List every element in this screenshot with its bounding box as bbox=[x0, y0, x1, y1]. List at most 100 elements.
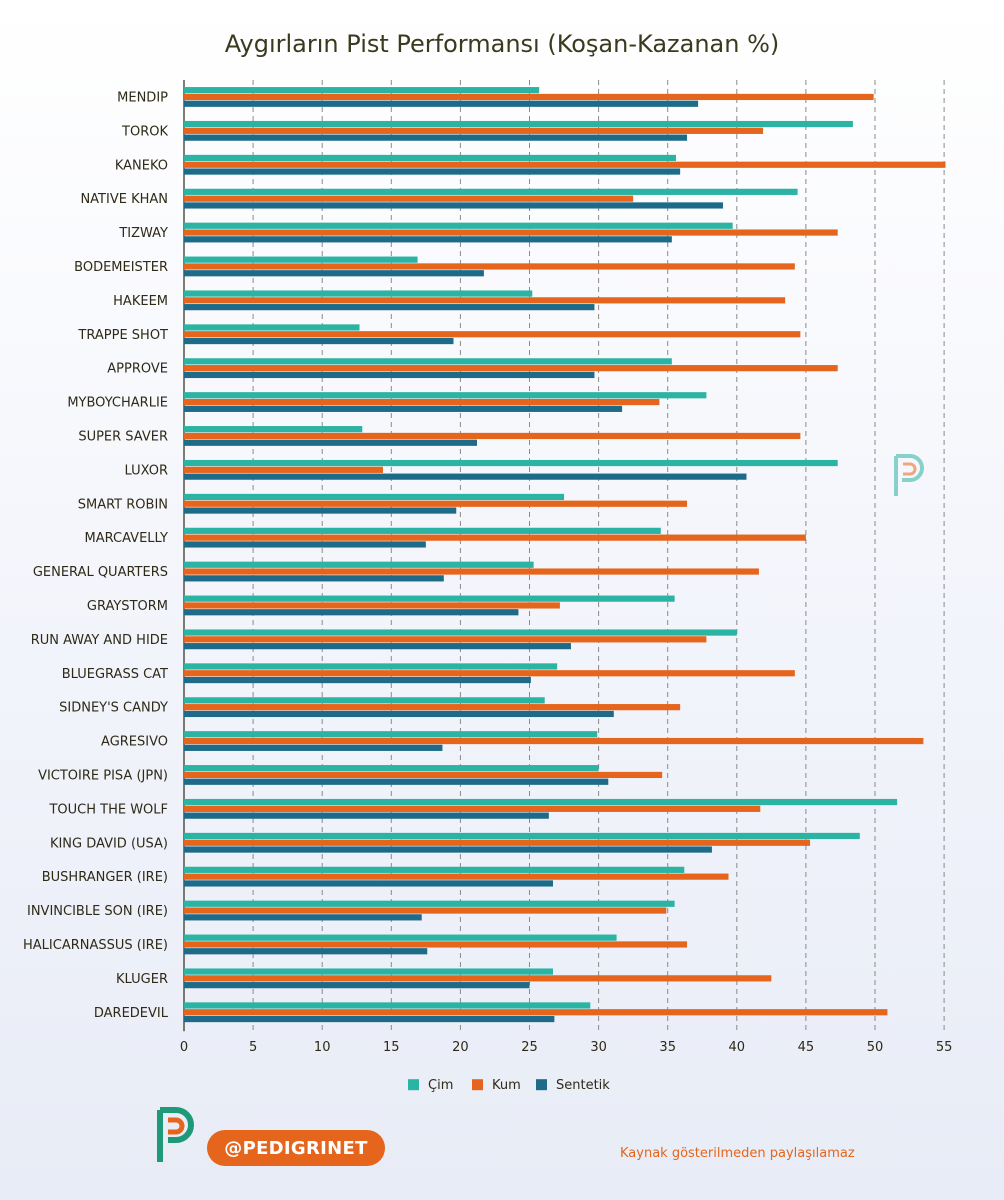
category-label: HALICARNASSUS (IRE) bbox=[23, 938, 168, 953]
bar-sentetik bbox=[184, 609, 519, 616]
pedigrinet-logo-icon bbox=[157, 1107, 194, 1162]
legend-swatch bbox=[408, 1079, 419, 1091]
category-label: MARCAVELLY bbox=[85, 531, 168, 546]
category-label: SMART ROBIN bbox=[78, 497, 168, 512]
category-label: NATIVE KHAN bbox=[80, 192, 168, 207]
bar-çim bbox=[184, 629, 737, 636]
bar-kum bbox=[184, 636, 707, 643]
bar-çim bbox=[184, 798, 898, 806]
bar-sentetik bbox=[184, 337, 454, 345]
x-tick-label: 25 bbox=[521, 1040, 538, 1055]
category-label: VICTOIRE PISA (JPN) bbox=[38, 768, 168, 783]
bar-kum bbox=[184, 873, 729, 880]
bar-çim bbox=[184, 426, 363, 433]
bar-kum bbox=[184, 1009, 888, 1016]
bar-kum bbox=[184, 975, 772, 982]
category-label: MYBOYCHARLIE bbox=[67, 396, 168, 411]
category-label: HAKEEM bbox=[113, 294, 168, 309]
bar-sentetik bbox=[184, 541, 426, 548]
category-label: BODEMEISTER bbox=[74, 260, 168, 275]
bar-kum bbox=[184, 161, 946, 168]
bar-kum bbox=[184, 93, 874, 101]
bar-sentetik bbox=[184, 270, 484, 277]
bar-sentetik bbox=[184, 676, 531, 684]
category-label: TRAPPE SHOT bbox=[77, 328, 168, 343]
bar-çim bbox=[184, 256, 418, 263]
category-label: RUN AWAY AND HIDE bbox=[31, 633, 168, 648]
x-tick-label: 15 bbox=[383, 1040, 400, 1055]
bar-çim bbox=[184, 154, 676, 162]
x-tick-label: 55 bbox=[936, 1040, 953, 1055]
watermark-logo-icon bbox=[894, 454, 924, 496]
bar-sentetik bbox=[184, 643, 571, 650]
bar-kum bbox=[184, 500, 688, 507]
bar-kum bbox=[184, 602, 560, 609]
bar-kum bbox=[184, 534, 806, 541]
bar-kum bbox=[184, 229, 838, 236]
x-tick-label: 5 bbox=[249, 1040, 257, 1055]
bar-sentetik bbox=[184, 778, 609, 785]
bar-kum bbox=[184, 331, 801, 338]
category-label: AGRESIVO bbox=[101, 735, 168, 750]
bar-sentetik bbox=[184, 439, 477, 446]
category-label: TIZWAY bbox=[118, 226, 168, 241]
bar-çim bbox=[184, 832, 860, 840]
category-label: KING DAVID (USA) bbox=[50, 836, 168, 851]
category-label: LUXOR bbox=[125, 463, 168, 478]
source-note: Kaynak gösterilmeden paylaşılamaz bbox=[620, 1146, 855, 1161]
bar-çim bbox=[184, 663, 558, 670]
x-tick-label: 0 bbox=[180, 1040, 188, 1055]
bar-kum bbox=[184, 670, 795, 677]
bar-kum bbox=[184, 127, 764, 134]
bar-sentetik bbox=[184, 371, 595, 379]
bar-çim bbox=[184, 968, 553, 975]
x-tick-label: 45 bbox=[798, 1040, 815, 1055]
category-label: MENDIP bbox=[117, 90, 168, 105]
chart-title: Aygırların Pist Performansı (Koşan-Kazan… bbox=[224, 30, 780, 58]
bar-kum bbox=[184, 365, 838, 372]
category-label: SIDNEY'S CANDY bbox=[59, 701, 168, 716]
bar-kum bbox=[184, 263, 795, 270]
category-label: APPROVE bbox=[107, 362, 168, 377]
bar-sentetik bbox=[184, 914, 422, 921]
bar-çim bbox=[184, 527, 661, 534]
x-tick-label: 10 bbox=[314, 1040, 331, 1055]
bar-kum bbox=[184, 771, 663, 779]
bar-sentetik bbox=[184, 473, 747, 480]
bar-çim bbox=[184, 290, 533, 297]
bar-sentetik bbox=[184, 202, 723, 209]
bar-çim bbox=[184, 866, 685, 873]
bar-kum bbox=[184, 941, 688, 948]
bar-sentetik bbox=[184, 812, 549, 819]
bar-sentetik bbox=[184, 982, 530, 989]
bar-sentetik bbox=[184, 1015, 555, 1023]
bar-kum bbox=[184, 568, 759, 575]
legend-label: Kum bbox=[492, 1078, 521, 1093]
bar-kum bbox=[184, 907, 667, 914]
bar-sentetik bbox=[184, 948, 428, 955]
category-label: GRAYSTORM bbox=[87, 599, 168, 614]
bar-sentetik bbox=[184, 134, 688, 141]
bar-sentetik bbox=[184, 710, 614, 718]
legend-swatch bbox=[472, 1079, 483, 1091]
bar-çim bbox=[184, 222, 733, 229]
category-label: SUPER SAVER bbox=[78, 429, 168, 444]
category-label: INVINCIBLE SON (IRE) bbox=[27, 904, 168, 919]
bar-kum bbox=[184, 398, 660, 406]
category-label: BLUEGRASS CAT bbox=[62, 667, 168, 682]
legend-label: Sentetik bbox=[556, 1078, 610, 1093]
bar-çim bbox=[184, 459, 838, 467]
bar-sentetik bbox=[184, 100, 699, 107]
bar-sentetik bbox=[184, 880, 553, 887]
category-label: DAREDEVIL bbox=[94, 1006, 169, 1021]
bar-çim bbox=[184, 731, 598, 738]
bar-kum bbox=[184, 805, 761, 812]
x-tick-label: 30 bbox=[590, 1040, 607, 1055]
legend-label: Çim bbox=[428, 1078, 453, 1093]
bar-kum bbox=[184, 297, 786, 304]
bar-kum bbox=[184, 466, 384, 473]
bar-çim bbox=[184, 561, 534, 568]
bar-sentetik bbox=[184, 405, 623, 412]
bar-çim bbox=[184, 900, 675, 907]
category-label: GENERAL QUARTERS bbox=[33, 565, 168, 580]
